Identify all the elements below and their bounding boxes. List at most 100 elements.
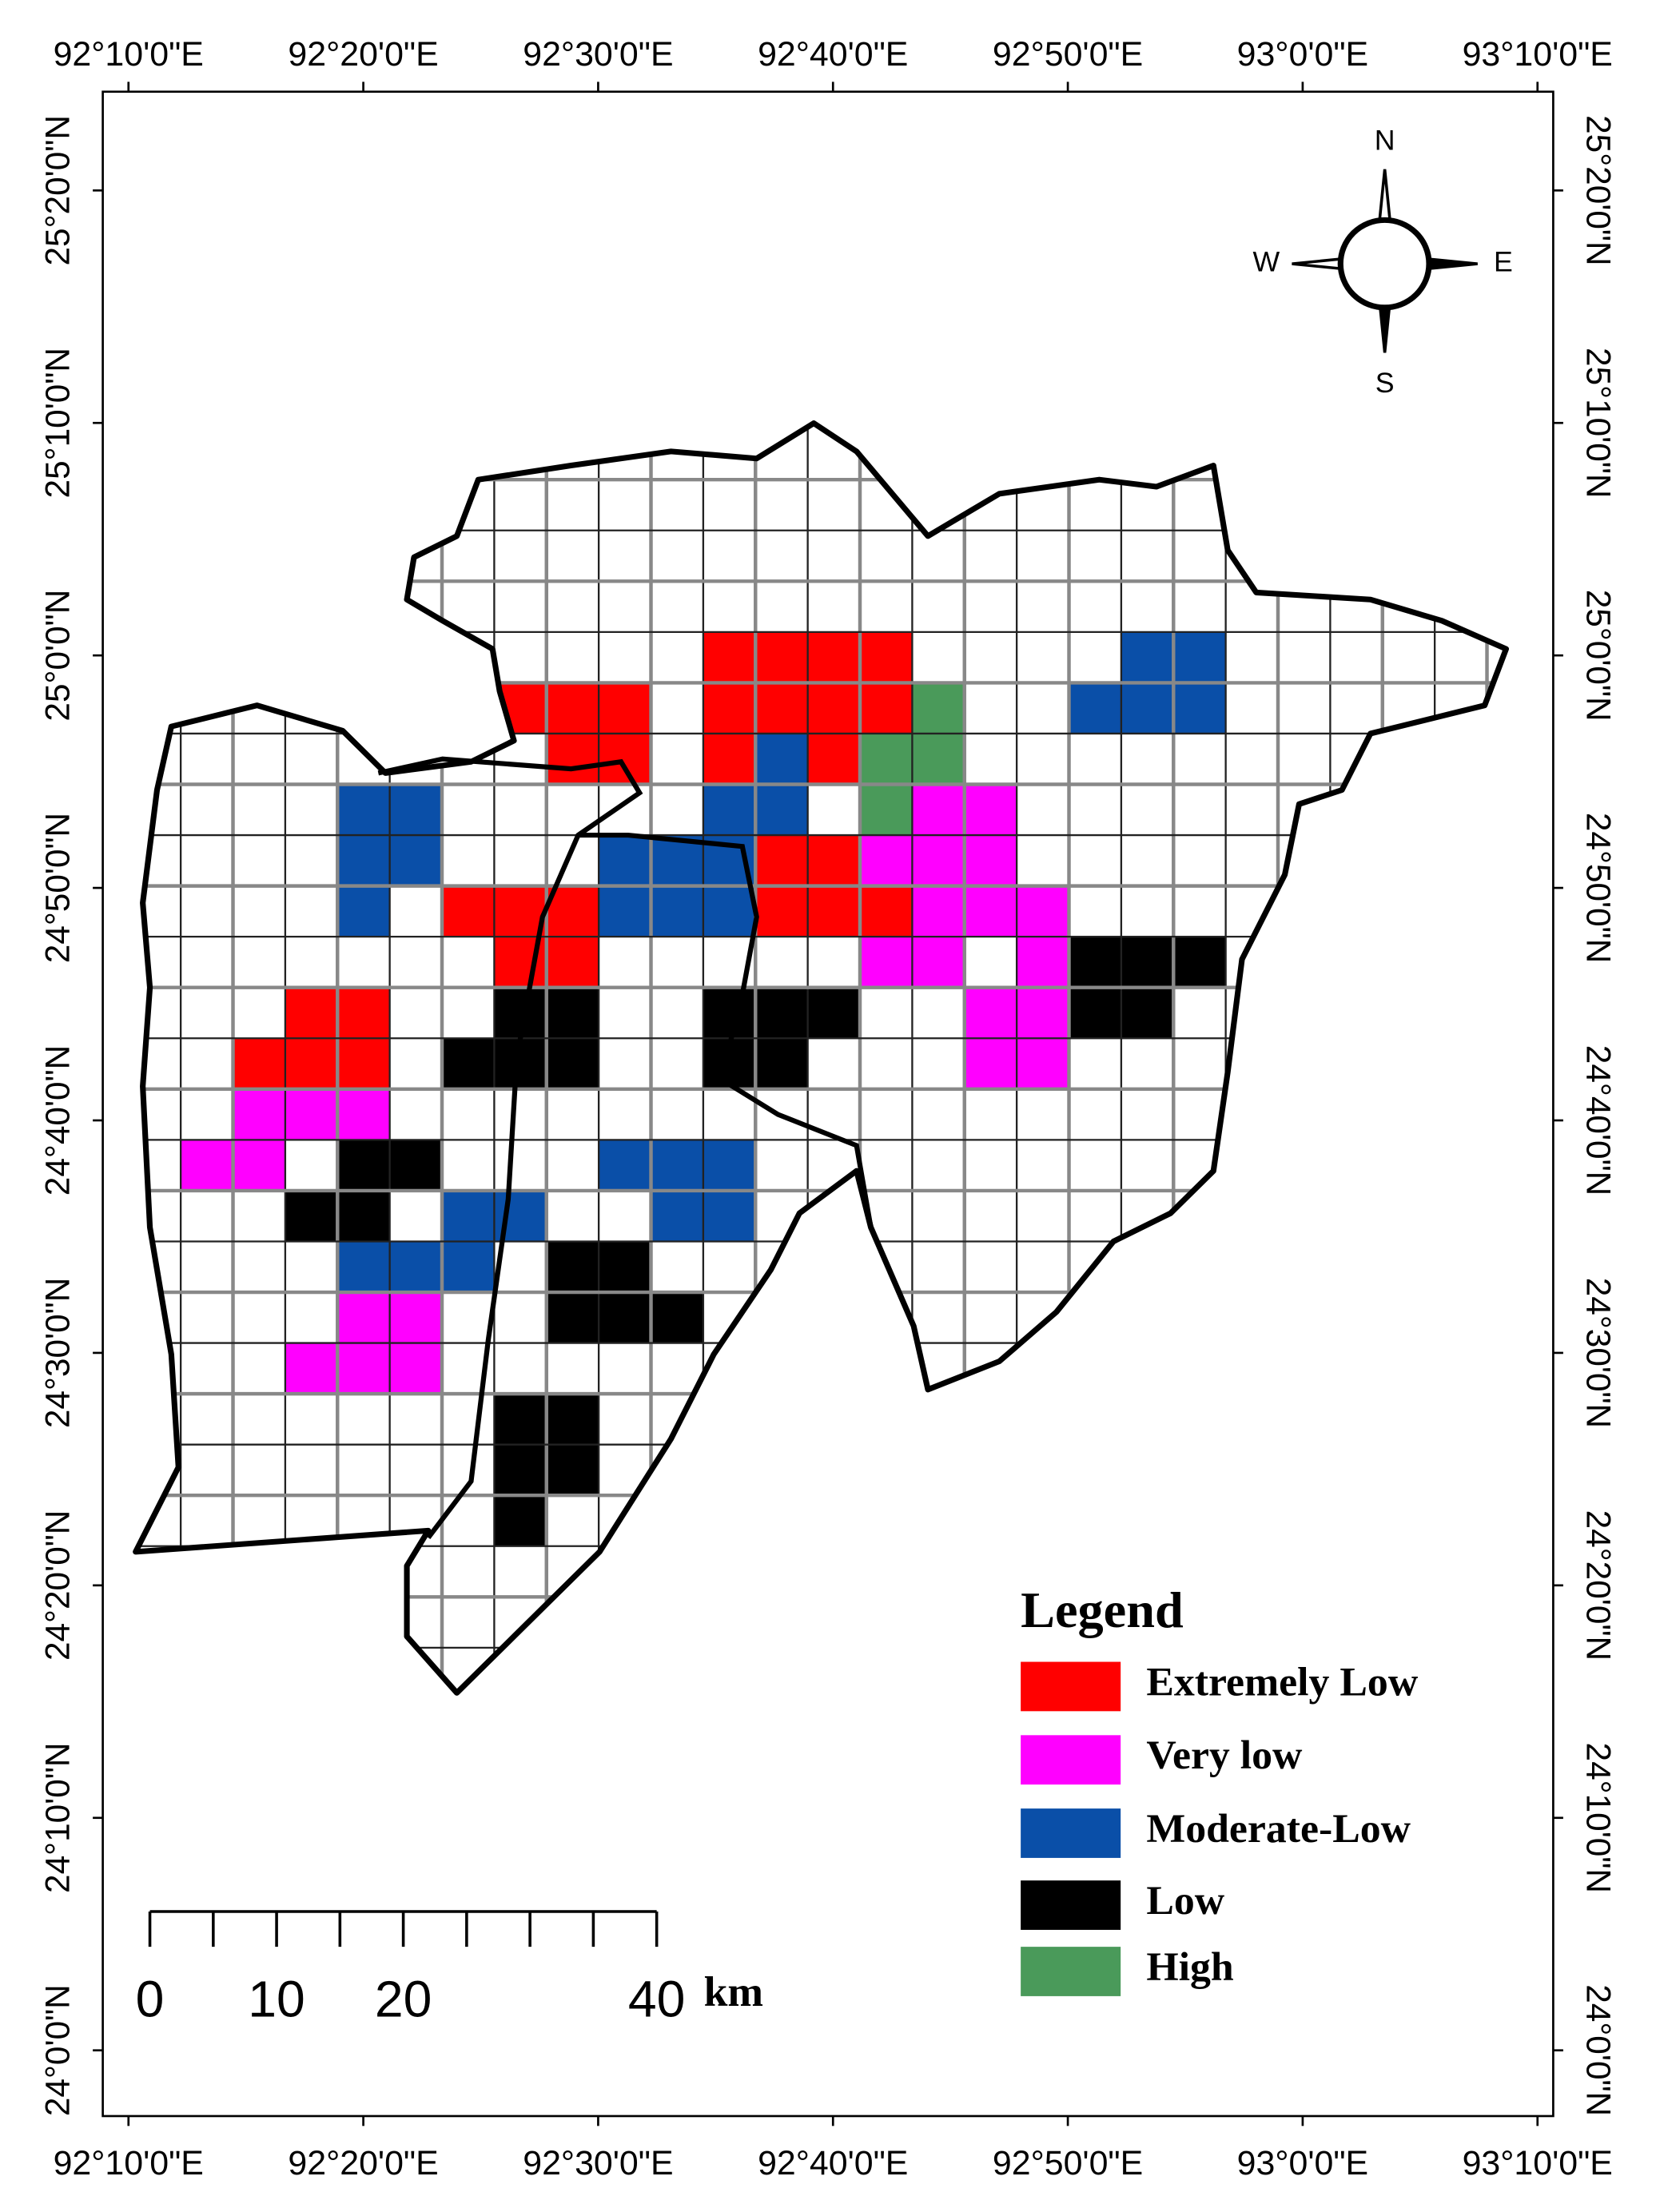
class-cell — [337, 1343, 390, 1394]
longitude-label: 92°30'0"E — [523, 35, 673, 74]
class-cell — [442, 1038, 495, 1089]
class-cell — [964, 1038, 1017, 1089]
class-cell — [703, 1140, 756, 1191]
class-cell — [964, 835, 1017, 886]
class-cell — [1069, 987, 1121, 1039]
longitude-label: 92°20'0"E — [288, 35, 438, 74]
class-cell — [703, 631, 756, 683]
class-cell — [546, 1292, 599, 1343]
class-cell — [337, 1190, 390, 1242]
class-cell — [860, 835, 913, 886]
scale-label: 10 — [248, 1971, 305, 2028]
class-cell — [860, 885, 913, 937]
class-cell — [389, 1241, 443, 1293]
class-cell — [1121, 987, 1174, 1039]
class-cell — [1173, 631, 1226, 683]
class-cell — [337, 885, 390, 937]
class-cell — [755, 733, 808, 785]
class-cell — [755, 784, 808, 836]
class-cell — [337, 987, 390, 1039]
class-cell — [807, 631, 861, 683]
legend-swatch — [1021, 1808, 1121, 1858]
class-cell — [546, 1444, 599, 1496]
latitude-label: 25°10'0"N — [1579, 348, 1618, 498]
class-cell — [389, 835, 443, 886]
class-cell — [1121, 631, 1174, 683]
longitude-label: 93°0'0"E — [1237, 2144, 1368, 2182]
latitude-label: 25°10'0"N — [38, 348, 77, 498]
class-cell — [285, 1038, 338, 1089]
class-cell — [860, 937, 913, 988]
class-cell — [546, 733, 599, 785]
longitude-label: 92°50'0"E — [993, 2144, 1143, 2182]
subdivision-boundary — [377, 756, 643, 1540]
scale-unit: km — [704, 1968, 763, 2015]
district-outline — [133, 420, 1510, 1696]
class-cell — [964, 987, 1017, 1039]
subdivision-boundary — [578, 832, 874, 1228]
longitude-label: 92°40'0"E — [758, 35, 908, 74]
latitude-label: 24°30'0"N — [38, 1278, 77, 1428]
class-cell — [860, 682, 913, 734]
class-cell — [337, 1088, 390, 1140]
class-cell — [494, 885, 547, 937]
class-cell — [546, 1038, 599, 1089]
latitude-label: 24°0'0"N — [38, 1984, 77, 2116]
legend-label: Very low — [1146, 1733, 1302, 1778]
class-cell — [285, 1088, 338, 1140]
latitude-label: 24°40'0"N — [38, 1045, 77, 1196]
class-cell — [703, 682, 756, 734]
legend-label: Extremely Low — [1146, 1660, 1418, 1705]
latitude-label: 24°10'0"N — [38, 1743, 77, 1893]
class-cell — [807, 682, 861, 734]
class-cell — [860, 784, 913, 836]
latitude-label: 24°0'0"N — [1579, 1984, 1618, 2116]
class-cell — [233, 1088, 285, 1140]
class-cell — [703, 987, 756, 1039]
class-cell — [337, 1292, 390, 1343]
compass-label: N — [1375, 125, 1395, 157]
legend-label: Low — [1146, 1878, 1224, 1924]
class-cell — [1069, 937, 1121, 988]
class-cell — [807, 733, 861, 785]
class-cell — [285, 1190, 338, 1242]
class-cell — [546, 885, 599, 937]
class-cell — [546, 987, 599, 1039]
longitude-label: 92°10'0"E — [54, 2144, 204, 2182]
longitude-label: 92°30'0"E — [523, 2144, 673, 2182]
class-cell — [181, 1140, 233, 1191]
class-cell — [442, 1241, 495, 1293]
longitude-label: 92°40'0"E — [758, 2144, 908, 2182]
class-cell — [1173, 682, 1226, 734]
class-cell — [494, 1495, 547, 1546]
compass-label: S — [1375, 367, 1395, 399]
class-cell — [1173, 937, 1226, 988]
class-cell — [389, 784, 443, 836]
latitude-label: 25°0'0"N — [38, 590, 77, 722]
class-cell — [233, 1140, 285, 1191]
latitude-label: 24°20'0"N — [1579, 1510, 1618, 1661]
class-cell — [807, 885, 861, 937]
compass: N S W E — [1253, 125, 1513, 399]
scale-label: 0 — [136, 1971, 165, 2028]
legend: Legend Extremely Low Very low Moderate-Low… — [1021, 1581, 1418, 1996]
class-cell — [651, 1190, 703, 1242]
longitude-label: 92°50'0"E — [993, 35, 1143, 74]
class-cell — [964, 784, 1017, 836]
longitude-label: 93°10'0"E — [1463, 2144, 1613, 2182]
legend-label: Moderate-Low — [1146, 1806, 1411, 1852]
class-cell — [755, 885, 808, 937]
class-cell — [389, 1343, 443, 1394]
class-cell — [546, 937, 599, 988]
scale-label: 20 — [375, 1971, 432, 2028]
longitude-label: 93°10'0"E — [1463, 35, 1613, 74]
class-cell — [546, 682, 599, 734]
class-cell — [1017, 885, 1069, 937]
latitude-label: 24°30'0"N — [1579, 1278, 1618, 1428]
class-cell — [494, 1394, 547, 1445]
class-cell — [755, 987, 808, 1039]
class-cell — [912, 937, 965, 988]
class-cell — [599, 1241, 651, 1293]
class-cell — [389, 1140, 443, 1191]
